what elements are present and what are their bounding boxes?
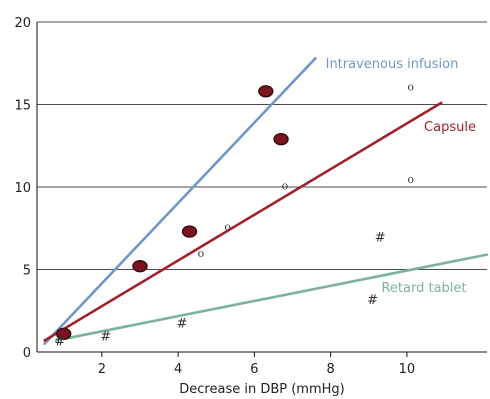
- y-tick-label: 10: [14, 181, 31, 196]
- data-point: o: [224, 221, 231, 234]
- x-tick-label: 4: [174, 362, 182, 377]
- data-point: #: [176, 316, 187, 331]
- data-point: o: [407, 80, 414, 93]
- series-labels: Intravenous infusion Capsule Retard tablet: [326, 57, 476, 296]
- data-points: o o o o o # # # # #: [54, 80, 414, 349]
- data-point: #: [367, 293, 378, 308]
- x-tick-label: 8: [327, 362, 335, 377]
- fit-line-1: [43, 101, 443, 342]
- y-tick-label: 15: [14, 99, 31, 114]
- data-point: #: [375, 231, 386, 246]
- data-point: #: [54, 334, 65, 349]
- y-tick-label: 20: [14, 16, 31, 31]
- data-point: o: [198, 247, 205, 260]
- data-point: [258, 85, 274, 98]
- data-point: [181, 225, 198, 238]
- axes: 0 5 10 15 20 2 4 6 8 10: [14, 16, 487, 377]
- fit-lines: [43, 56, 489, 346]
- data-point: o: [407, 173, 414, 186]
- x-tick-label: 2: [98, 362, 106, 377]
- data-point: [55, 327, 72, 341]
- x-axis-title: Decrease in DBP (mmHg): [179, 382, 344, 397]
- series-label: Intravenous infusion: [326, 57, 459, 72]
- fit-line-2: [54, 253, 489, 342]
- x-tick-label: 6: [250, 362, 258, 377]
- fit-line-0: [43, 56, 317, 346]
- data-point: #: [100, 330, 111, 345]
- y-tick-label: 0: [23, 346, 31, 361]
- data-point: [273, 132, 289, 146]
- x-tick-label: 10: [399, 362, 416, 377]
- series-label: Capsule: [424, 120, 476, 135]
- data-point: o: [282, 179, 289, 192]
- y-tick-label: 5: [23, 264, 31, 279]
- data-point: [132, 260, 148, 273]
- series-label: Retard tablet: [381, 281, 466, 296]
